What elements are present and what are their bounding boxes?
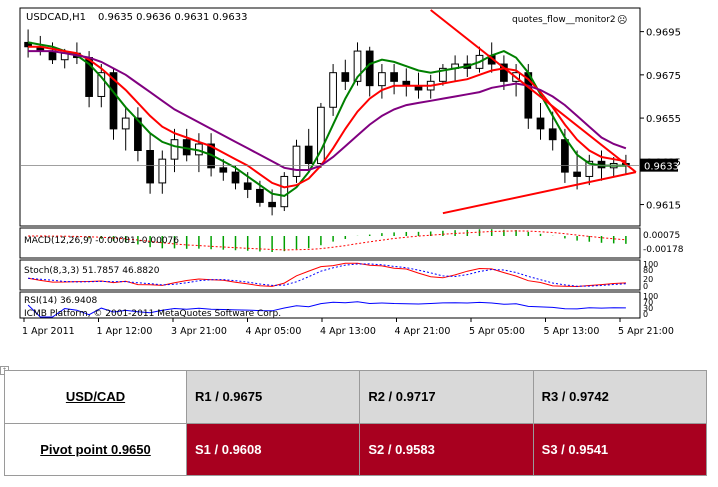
macd-label: MACD(12,26,9) -0.00081 -0.00076 bbox=[24, 236, 179, 246]
copyright-text: ICMB Platform, © 2001-2011 MetaQuotes So… bbox=[24, 309, 281, 319]
candle-up bbox=[439, 67, 447, 82]
indicator-name: quotes_flow__monitor2 bbox=[512, 15, 616, 25]
macd-tick: 0.00075 bbox=[643, 231, 680, 241]
s3-cell: S3 / 0.9541 bbox=[532, 422, 708, 476]
candle-down bbox=[268, 201, 276, 208]
macd-series bbox=[28, 229, 627, 252]
candle-up bbox=[585, 160, 594, 177]
candle-down bbox=[219, 167, 228, 173]
time-tick-label: 4 Apr 05:00 bbox=[246, 326, 302, 337]
time-tick-label: 4 Apr 13:00 bbox=[320, 326, 376, 337]
candle-down bbox=[536, 117, 545, 130]
s1-cell: S1 / 0.9608 bbox=[185, 422, 361, 476]
candle-down bbox=[561, 139, 569, 173]
rsi-tick: 70 bbox=[643, 298, 653, 307]
stoch-pane bbox=[19, 259, 641, 291]
candle-down bbox=[365, 50, 374, 87]
time-tick-label: 5 Apr 13:00 bbox=[544, 326, 600, 337]
candle-down bbox=[390, 72, 398, 82]
stoch-series bbox=[28, 262, 626, 288]
macd-tick: -0.00178 bbox=[643, 245, 684, 255]
price-tick-label: 0.9675 bbox=[646, 71, 681, 82]
candle-up bbox=[158, 158, 167, 184]
trendline bbox=[430, 9, 637, 173]
pivot-label: Pivot point 0.9650 bbox=[40, 441, 151, 457]
candle-down bbox=[243, 182, 252, 190]
stoch-label: Stoch(8,3,3) 51.7857 46.8820 bbox=[24, 266, 160, 276]
moving-average-line bbox=[28, 45, 627, 189]
candle-up bbox=[292, 145, 301, 177]
rsi-line bbox=[27, 301, 626, 318]
candle-down bbox=[134, 117, 142, 152]
chart-symbol: USDCAD,H1 bbox=[26, 12, 86, 23]
smiley-icon: ☹ bbox=[617, 15, 627, 26]
candle-up bbox=[378, 72, 386, 87]
price-tick-label: 0.9655 bbox=[646, 114, 681, 125]
candle-up bbox=[97, 72, 106, 97]
candle-down bbox=[256, 188, 264, 203]
chart-ohlc: 0.9635 0.9636 0.9631 0.9633 bbox=[98, 12, 248, 23]
rsi-pane bbox=[19, 291, 641, 319]
trendlines-group bbox=[430, 9, 637, 215]
pivot-cell: Pivot point 0.9650 bbox=[4, 422, 187, 476]
price-tick-label: 0.9695 bbox=[646, 28, 681, 39]
candle-down bbox=[109, 72, 118, 130]
stoch-k-line bbox=[28, 262, 626, 288]
moving-average-line bbox=[27, 41, 626, 197]
time-tick-label: 5 Apr 05:00 bbox=[469, 326, 525, 337]
time-tick-label: 1 Apr 2011 bbox=[22, 326, 75, 337]
pair-cell: USD/CAD bbox=[4, 370, 187, 424]
candle-up bbox=[280, 175, 289, 208]
candle-down bbox=[500, 63, 508, 82]
r3-cell: R3 / 0.9742 bbox=[532, 370, 708, 424]
stoch-tick: 20 bbox=[643, 275, 653, 284]
rsi-tick: 100 bbox=[643, 292, 658, 301]
candle-down bbox=[146, 150, 154, 184]
candle-up bbox=[329, 72, 337, 108]
candle-down bbox=[341, 72, 350, 82]
rsi-tick: 0 bbox=[643, 310, 648, 319]
pivot-table: USD/CAD R1 / 0.9675 R2 / 0.9717 R3 / 0.9… bbox=[4, 370, 708, 476]
candle-up bbox=[170, 139, 179, 160]
time-tick-label: 5 Apr 21:00 bbox=[618, 326, 674, 337]
price-pane bbox=[19, 7, 641, 227]
candle-up bbox=[353, 50, 362, 82]
price-tick-label: 0.9615 bbox=[646, 201, 681, 212]
rsi-tick: 30 bbox=[643, 304, 653, 313]
current-price-box bbox=[640, 158, 678, 172]
current-price-label: 0.9633 bbox=[644, 162, 679, 173]
trendline bbox=[442, 171, 637, 215]
stoch-tick: 100 bbox=[643, 260, 658, 269]
r2-cell: R2 / 0.9717 bbox=[359, 370, 534, 424]
stoch-d-line bbox=[28, 263, 626, 287]
r1-cell: R1 / 0.9675 bbox=[185, 370, 361, 424]
time-tick-label: 1 Apr 12:00 bbox=[97, 326, 153, 337]
time-tick-label: 4 Apr 21:00 bbox=[395, 326, 451, 337]
time-axis: 1 Apr 2011 1 Apr 12:00 3 Apr 21:00 4 Apr 05… bbox=[22, 318, 674, 337]
candle-down bbox=[573, 171, 581, 177]
rsi-label: RSI(14) 36.9408 bbox=[24, 296, 97, 306]
candle-up bbox=[317, 106, 325, 164]
time-tick-label: 3 Apr 21:00 bbox=[171, 326, 227, 337]
pair-label: USD/CAD bbox=[65, 389, 126, 405]
rsi-series bbox=[27, 301, 626, 318]
candle-down bbox=[304, 145, 313, 164]
macd-pane bbox=[19, 227, 641, 259]
s2-cell: S2 / 0.9583 bbox=[359, 422, 534, 476]
candle-up bbox=[121, 117, 130, 130]
stoch-tick: 80 bbox=[643, 266, 653, 275]
candle-down bbox=[548, 128, 557, 141]
candle-down bbox=[231, 171, 240, 184]
stoch-tick: 0 bbox=[643, 282, 648, 291]
